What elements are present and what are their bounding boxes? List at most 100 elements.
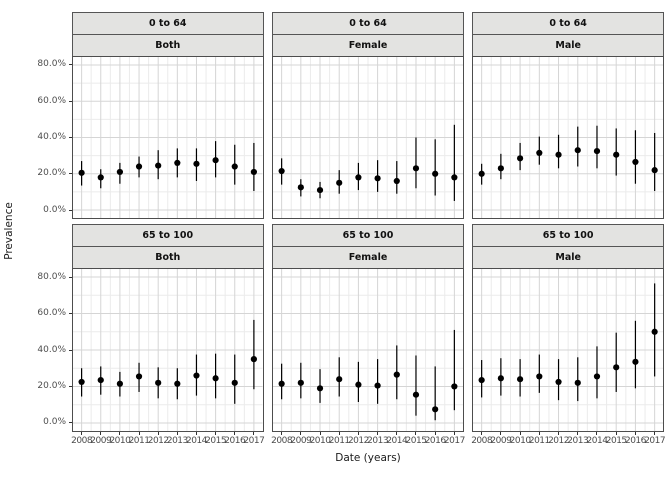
x-tick-mark [195,432,197,435]
facet-strip-sex: Both [72,246,264,269]
data-point [432,406,439,413]
x-tick-mark [558,432,560,435]
y-tick-mark [68,349,72,351]
x-tick-label: 2009 [490,436,512,446]
data-point [97,377,104,384]
data-point [174,159,181,166]
x-tick-mark [176,432,178,435]
x-tick-mark [300,432,302,435]
data-point [497,375,504,382]
data-series [78,141,257,191]
data-point [451,383,458,390]
facet-strip-age-group: 65 to 100 [72,224,264,247]
data-point [116,380,123,387]
data-point [574,147,581,154]
x-tick-mark [377,432,379,435]
facet-panel [472,56,665,219]
x-tick-label: 2010 [109,436,131,446]
x-tick-label: 2016 [624,436,646,446]
x-tick-label: 2016 [424,436,446,446]
x-tick-label: 2015 [205,436,227,446]
data-point [212,375,219,382]
facet-strip-age-group: 65 to 100 [272,224,464,247]
data-point [355,174,362,181]
data-point [412,165,420,172]
facet-panel-canvas [73,57,263,218]
data-point [135,373,143,380]
facet-strip-sex: Both [72,34,264,57]
data-point [155,162,162,169]
x-tick-mark [157,432,159,435]
y-axis-title-text: Prevalence [3,202,16,260]
x-tick-mark [500,432,502,435]
data-point [297,184,304,191]
x-tick-label: 2014 [386,436,408,446]
data-point [555,378,562,386]
x-tick-mark [319,432,321,435]
x-tick-mark [519,432,521,435]
x-tick-mark [100,432,102,435]
data-point [613,364,620,371]
x-tick-label: 2011 [128,436,150,446]
facet-panel-canvas [273,269,463,431]
x-tick-mark [234,432,236,435]
x-tick-mark [396,432,398,435]
data-point [193,372,200,379]
data-point [516,376,524,383]
y-axis-title: Prevalence [0,0,18,462]
y-tick-mark [68,137,72,138]
x-tick-label: 2014 [186,436,207,446]
x-tick-label: 2017 [644,436,666,446]
data-point [278,167,285,175]
data-point [231,379,238,386]
data-point [116,168,123,176]
data-series [278,329,458,421]
x-tick-mark [538,432,540,435]
grid-major [73,57,263,218]
x-tick-label: 2013 [166,436,188,446]
facet-panel [272,268,464,432]
data-point [555,151,562,158]
x-tick-label: 2012 [147,436,169,446]
x-tick-mark [481,432,483,435]
data-point [374,382,381,389]
x-tick-mark [434,432,436,435]
x-tick-label: 2013 [367,436,389,446]
y-tick-label: 60.0% [37,95,66,106]
data-point [193,160,200,167]
data-point [297,379,304,386]
x-tick-label: 2015 [405,436,427,446]
x-tick-mark [453,432,455,435]
facet-panel [72,268,264,432]
facet-panel [472,268,665,432]
grid-major [473,57,664,218]
x-tick-label: 2014 [586,436,608,446]
x-tick-label: 2010 [309,436,331,446]
y-tick-mark [68,173,72,175]
data-series [478,125,658,191]
x-tick-label: 2016 [224,436,246,446]
x-tick-label: 2013 [567,436,589,446]
x-tick-label: 2015 [605,436,627,446]
x-tick-label: 2012 [347,436,369,446]
data-point [432,170,439,177]
y-tick-mark [68,209,72,211]
data-point [78,169,85,176]
x-tick-label: 2017 [243,436,265,446]
facet-panel [72,56,264,219]
x-tick-mark [415,432,417,435]
facet-strip-sex: Male [472,34,665,57]
x-tick-label: 2012 [548,436,569,446]
x-tick-mark [338,432,340,435]
data-point [155,379,162,386]
y-tick-mark [68,422,72,424]
x-tick-label: 2011 [328,436,350,446]
data-point [651,167,658,174]
x-tick-label: 2017 [443,436,465,446]
data-point [451,174,458,181]
data-point [355,381,362,388]
facet-panel-canvas [273,57,463,218]
y-tick-mark [68,313,72,314]
y-tick-label: 0.0% [43,417,66,428]
